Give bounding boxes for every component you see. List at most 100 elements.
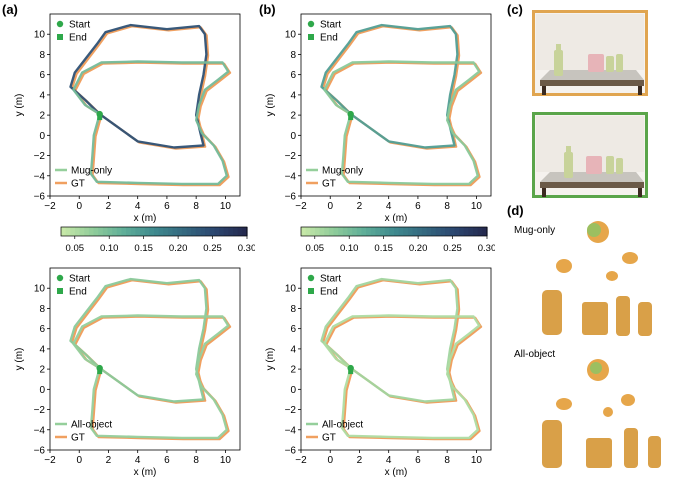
bottle-neck xyxy=(566,146,571,153)
y-tick-label: 8 xyxy=(39,50,45,61)
y-axis-label: y (m) xyxy=(265,94,276,117)
colorbar-segment xyxy=(370,227,376,236)
colorbar-segment xyxy=(435,227,442,236)
x-tick-label: 0 xyxy=(327,455,333,466)
colorbar-tick-label: 0.10 xyxy=(100,243,119,254)
y-tick-label: −2 xyxy=(34,151,46,162)
colorbar-segment xyxy=(431,227,437,236)
colorbar-segment xyxy=(167,227,174,236)
y-tick-label: 10 xyxy=(285,284,297,295)
colorbar-segment xyxy=(191,227,197,236)
pc-blob xyxy=(556,259,572,273)
estimated-trajectory xyxy=(72,60,230,186)
legend-label: GT xyxy=(71,179,85,190)
colorbar-segment xyxy=(228,227,234,236)
legend-end-marker xyxy=(57,34,63,40)
legend-label: Start xyxy=(69,20,90,31)
end-marker xyxy=(97,369,103,375)
colorbar-segment xyxy=(356,227,363,236)
y-tick-label: 2 xyxy=(290,111,296,122)
colorbar-segment xyxy=(61,227,67,236)
x-tick-label: 0 xyxy=(76,201,82,212)
point-cloud-mug-only xyxy=(542,221,652,336)
colorbar-segment xyxy=(314,227,321,236)
y-tick-label: 8 xyxy=(290,304,296,315)
colorbar-segment xyxy=(70,227,76,236)
pc-bottle xyxy=(616,296,630,336)
end-marker xyxy=(348,115,354,121)
colorbar-segment xyxy=(154,227,160,236)
x-tick-label: 10 xyxy=(220,201,232,212)
colorbar-tick-label: 0.15 xyxy=(134,243,153,254)
panel-letter-c: (c) xyxy=(507,2,523,17)
legend-label: GT xyxy=(322,433,336,444)
x-tick-label: −2 xyxy=(295,201,307,212)
y-tick-label: 0 xyxy=(39,385,45,396)
x-tick-label: 0 xyxy=(76,455,82,466)
colorbar-segment xyxy=(135,227,141,236)
colorbar-segment xyxy=(468,227,474,236)
mug-object xyxy=(588,54,604,72)
point-cloud-all-object xyxy=(542,359,661,468)
y-tick-label: 0 xyxy=(290,131,296,142)
colorbar-segment xyxy=(158,227,164,236)
colorbar-segment xyxy=(328,227,335,236)
colorbar-segment xyxy=(403,227,409,236)
colorbar-segment xyxy=(305,227,311,236)
colorbar-segment xyxy=(186,227,192,236)
colorbar-tick-label: 0.05 xyxy=(306,243,325,254)
x-tick-label: 4 xyxy=(386,455,392,466)
colorbar-tick-label: 0.20 xyxy=(169,243,188,254)
x-tick-label: 6 xyxy=(164,455,170,466)
y-tick-label: 6 xyxy=(39,324,45,335)
y-tick-label: 4 xyxy=(290,90,296,101)
y-tick-label: −6 xyxy=(34,192,46,203)
colorbar-segment xyxy=(177,227,183,236)
colorbar-segment xyxy=(88,227,95,236)
panel-letter-a: (a) xyxy=(2,2,18,17)
estimated-trajectory xyxy=(320,277,459,403)
pc-blob xyxy=(603,407,613,417)
x-axis-label: x (m) xyxy=(134,467,157,477)
colorbar-segment xyxy=(463,227,469,236)
bottle-object xyxy=(554,50,563,76)
y-tick-label: −4 xyxy=(285,425,297,436)
colorbar-tick-label: 0.10 xyxy=(340,243,359,254)
colorbar-frame xyxy=(60,226,248,237)
x-tick-label: 4 xyxy=(135,455,141,466)
x-tick-label: 6 xyxy=(415,201,421,212)
legend-label: All-object xyxy=(71,420,112,431)
x-tick-label: 8 xyxy=(193,455,199,466)
y-tick-label: −4 xyxy=(34,171,46,182)
colorbar-segment xyxy=(237,227,243,236)
pc-bottle xyxy=(542,290,562,335)
y-tick-label: 6 xyxy=(290,324,296,335)
bottle-object xyxy=(616,158,623,174)
trajectory-plot-a-bottom: −2 0 2 4 6 8 10 −6 −4 −2 0 2 4 6 8 10 x (m) y (m) Start End… xyxy=(14,267,241,477)
pc-mug-body xyxy=(586,438,612,468)
y-tick-label: 0 xyxy=(290,385,296,396)
estimated-trajectory xyxy=(69,23,208,149)
x-tick-label: 8 xyxy=(444,201,450,212)
y-tick-label: 4 xyxy=(290,344,296,355)
colorbar-segment xyxy=(310,227,316,236)
pc-bottle xyxy=(638,302,652,336)
estimated-trajectory xyxy=(72,314,230,440)
colorbar-segment xyxy=(407,227,414,236)
colorbar-segment xyxy=(205,227,211,236)
table-edge xyxy=(540,80,644,86)
legend-start-marker xyxy=(56,274,64,282)
colorbar-segment xyxy=(102,227,109,236)
scene-render-mug-only xyxy=(532,10,648,96)
colorbar-segment xyxy=(163,227,169,236)
colorbar-segment xyxy=(79,227,85,236)
colorbar-segment xyxy=(426,227,432,236)
y-tick-label: 10 xyxy=(34,30,46,41)
colorbar-segment xyxy=(200,227,206,236)
y-tick-label: −4 xyxy=(285,171,297,182)
x-tick-label: −2 xyxy=(44,455,56,466)
x-tick-label: 0 xyxy=(327,201,333,212)
colorbar-segment xyxy=(98,227,104,236)
table-edge xyxy=(540,182,644,188)
colorbar-segment xyxy=(209,227,216,236)
